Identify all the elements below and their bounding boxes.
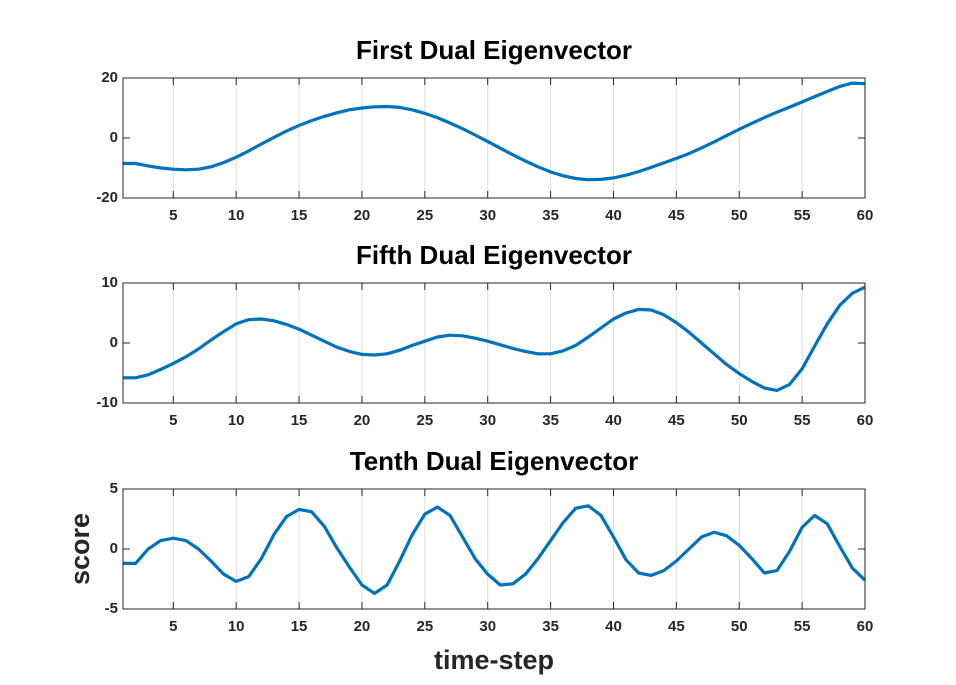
- x-tick-label: 60: [857, 618, 874, 635]
- x-tick-label: 60: [857, 412, 874, 429]
- x-tick-label: 20: [354, 207, 371, 224]
- x-tick-label: 55: [794, 207, 811, 224]
- x-tick-label: 10: [228, 618, 245, 635]
- y-tick-label: 20: [101, 69, 118, 86]
- x-tick-label: 45: [668, 618, 685, 635]
- y-tick-label: 5: [110, 480, 118, 497]
- x-tick-label: 5: [169, 207, 177, 224]
- x-tick-label: 55: [794, 618, 811, 635]
- data-line: [123, 504, 867, 595]
- y-tick-label: 0: [110, 334, 118, 351]
- chart-title: Tenth Dual Eigenvector: [350, 446, 638, 476]
- y-tick-label: -5: [105, 600, 118, 617]
- x-tick-label: 35: [542, 412, 559, 429]
- y-tick-label: -10: [96, 394, 118, 411]
- x-tick-label: 45: [668, 412, 685, 429]
- chart-title: First Dual Eigenvector: [356, 35, 632, 65]
- x-tick-label: 30: [479, 618, 496, 635]
- x-tick-label: 15: [291, 207, 308, 224]
- x-tick-label: 30: [479, 207, 496, 224]
- data-line: [123, 285, 866, 392]
- data-line: [123, 81, 866, 182]
- y-tick-label: 0: [110, 129, 118, 146]
- x-tick-label: 25: [416, 618, 433, 635]
- x-tick-label: 40: [605, 618, 622, 635]
- x-tick-label: 40: [605, 207, 622, 224]
- x-tick-label: 5: [169, 618, 177, 635]
- x-tick-label: 35: [542, 618, 559, 635]
- x-tick-label: 55: [794, 412, 811, 429]
- x-tick-label: 40: [605, 412, 622, 429]
- x-tick-label: 15: [291, 412, 308, 429]
- x-tick-label: 20: [354, 618, 371, 635]
- x-tick-label: 25: [416, 412, 433, 429]
- chart-title: Fifth Dual Eigenvector: [356, 240, 632, 270]
- x-tick-label: 20: [354, 412, 371, 429]
- x-tick-label: 60: [857, 207, 874, 224]
- x-tick-label: 50: [731, 618, 748, 635]
- x-tick-label: 50: [731, 412, 748, 429]
- axes-box: [122, 77, 866, 199]
- x-tick-label: 10: [228, 412, 245, 429]
- x-tick-label: 25: [416, 207, 433, 224]
- x-tick-label: 5: [169, 412, 177, 429]
- y-tick-label: 10: [101, 274, 118, 291]
- x-tick-label: 50: [731, 207, 748, 224]
- x-axis-label: time-step: [434, 645, 554, 675]
- axes-background: [123, 78, 865, 198]
- axes-box: [122, 488, 866, 610]
- x-tick-label: 15: [291, 618, 308, 635]
- x-tick-label: 35: [542, 207, 559, 224]
- y-tick-label: 0: [110, 540, 118, 557]
- y-tick-label: -20: [96, 189, 118, 206]
- x-tick-label: 45: [668, 207, 685, 224]
- x-tick-label: 30: [479, 412, 496, 429]
- axes-background: [123, 489, 865, 609]
- x-tick-label: 10: [228, 207, 245, 224]
- axes-box: [122, 282, 866, 404]
- y-axis-label: score: [65, 513, 95, 585]
